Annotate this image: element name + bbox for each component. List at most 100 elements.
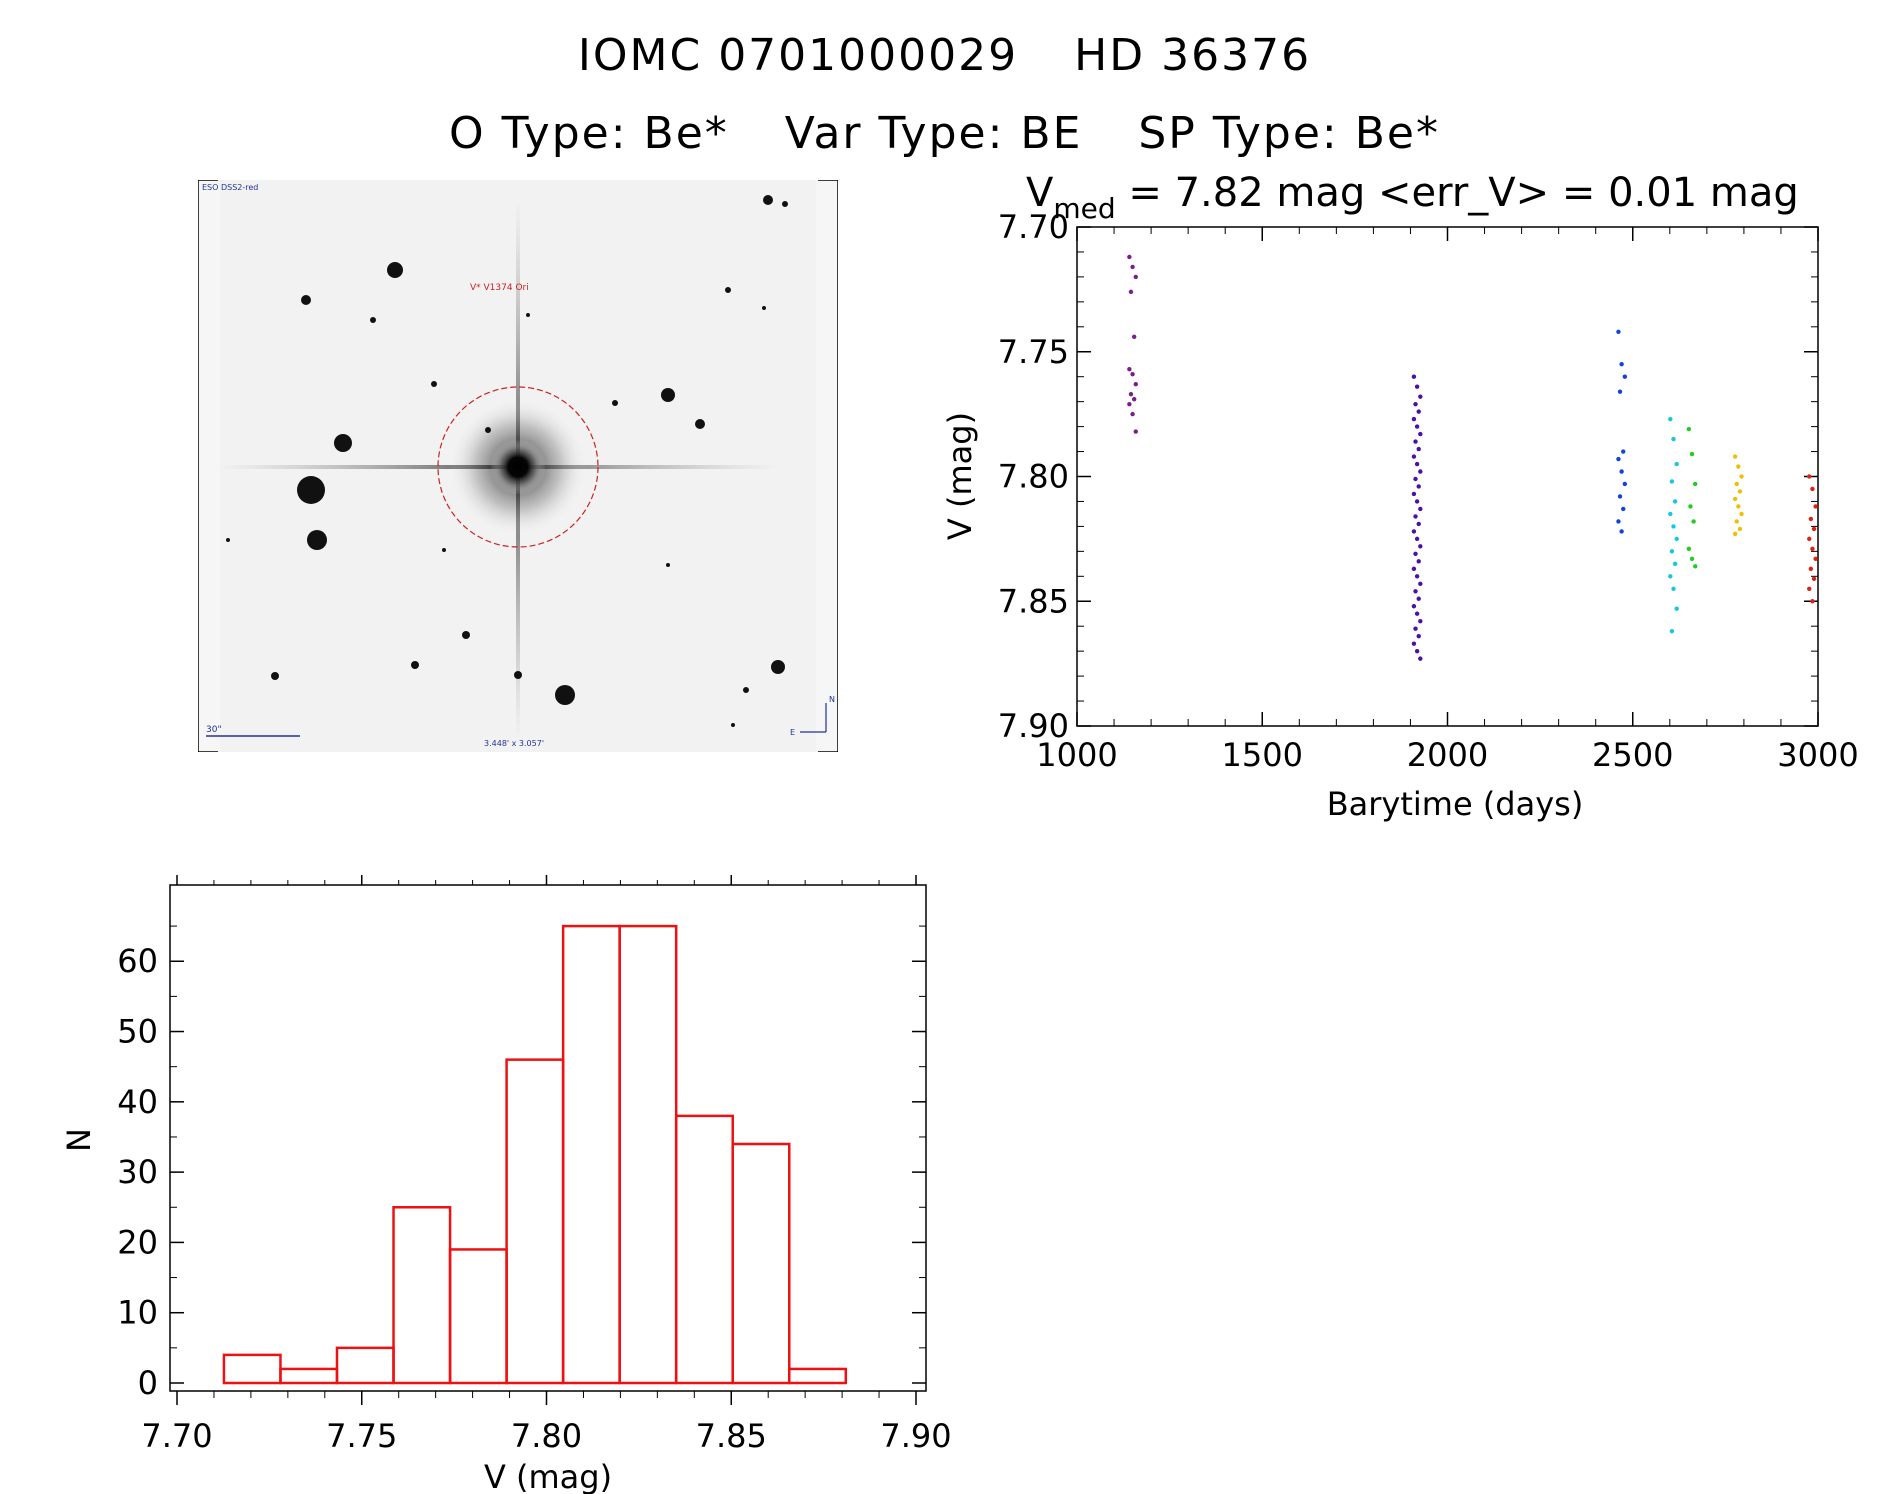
histogram-ylabel: N	[60, 1128, 98, 1152]
lightcurve-point	[1808, 566, 1814, 572]
lightcurve-point	[1411, 641, 1417, 646]
lightcurve-point	[1416, 559, 1421, 564]
lightcurve-point	[1686, 426, 1692, 432]
lightcurve-point	[1734, 519, 1739, 524]
histogram-ytick-label: 10	[117, 1294, 158, 1332]
lightcurve-point	[1411, 454, 1417, 459]
lightcurve-point	[1411, 566, 1417, 572]
lightcurve-point	[1127, 401, 1132, 407]
lightcurve-point	[1732, 531, 1738, 537]
lightcurve-point	[1693, 481, 1698, 487]
lightcurve-ylabel: V (mag)	[941, 412, 979, 540]
histogram-bar	[335, 1346, 395, 1385]
lightcurve-point	[1669, 549, 1675, 554]
lightcurve-point	[1737, 489, 1743, 494]
lightcurve-point	[1128, 289, 1134, 295]
lightcurve-point	[1686, 546, 1692, 552]
lightcurve-point	[1616, 456, 1621, 462]
histogram-xtick-label: 7.90	[880, 1417, 951, 1455]
lightcurve-point	[1418, 431, 1423, 437]
histogram-ytick-label: 30	[117, 1153, 158, 1191]
lightcurve-point	[1411, 529, 1417, 534]
lightcurve-xtick-label: 1500	[1222, 736, 1303, 774]
lightcurve-ytick-label: 7.85	[998, 582, 1069, 620]
lightcurve-point	[1619, 469, 1624, 474]
lightcurve-point	[1416, 633, 1421, 639]
lightcurve-point	[1622, 374, 1628, 379]
histogram-bar	[788, 1367, 848, 1385]
figure-title: IOMC 0701000029 HD 36376	[0, 30, 1889, 81]
lightcurve-point	[1418, 469, 1423, 474]
lightcurve-frame	[1076, 226, 1819, 727]
histogram-bar	[222, 1353, 282, 1385]
target-label: V* V1374 Ori	[470, 283, 529, 293]
lightcurve-point	[1127, 367, 1132, 372]
lightcurve-point	[1668, 574, 1673, 579]
lightcurve-point	[1669, 628, 1675, 634]
histogram-xtick-label: 7.75	[326, 1417, 397, 1455]
lightcurve-point	[1807, 536, 1812, 542]
lightcurve-point	[1130, 411, 1135, 417]
lightcurve-point	[1811, 526, 1817, 532]
lightcurve-point	[1411, 416, 1417, 422]
lightcurve-point	[1418, 656, 1423, 661]
histogram-xtick-label: 7.80	[511, 1417, 582, 1455]
lightcurve-point	[1414, 611, 1420, 616]
histogram-bar	[674, 1114, 734, 1385]
o-type: O Type: Be*	[449, 108, 729, 159]
lightcurve-point	[1672, 561, 1678, 567]
lightcurve-point	[1810, 546, 1815, 552]
lightcurve-point	[1674, 461, 1679, 467]
lightcurve-point	[1133, 429, 1138, 434]
lightcurve-point	[1411, 491, 1417, 497]
compass-e: E	[790, 728, 795, 737]
lightcurve-ytick-label: 7.90	[998, 707, 1069, 745]
histogram-bar	[279, 1367, 339, 1385]
histogram-frame	[169, 884, 927, 1392]
lightcurve-point	[1418, 394, 1423, 399]
lightcurve-point	[1413, 626, 1418, 631]
lightcurve-point	[1689, 556, 1695, 562]
lightcurve-point	[1807, 474, 1812, 479]
lightcurve-point	[1621, 506, 1626, 512]
histogram-bar	[392, 1206, 452, 1385]
histogram-ytick-label: 20	[117, 1223, 158, 1261]
lightcurve-point	[1418, 506, 1423, 512]
lightcurve-point	[1669, 479, 1675, 484]
histogram-xtick-label: 7.85	[696, 1417, 767, 1455]
lightcurve-xtick-label: 3000	[1777, 736, 1858, 774]
lightcurve-point	[1689, 451, 1695, 457]
lightcurve-point	[1739, 474, 1744, 479]
object-id: IOMC 0701000029	[577, 30, 1019, 81]
lightcurve-point	[1130, 264, 1135, 270]
lightcurve-ytick-label: 7.75	[998, 333, 1069, 371]
histogram-bar	[731, 1142, 791, 1385]
lightcurve-point	[1736, 464, 1741, 469]
lightcurve-point	[1671, 436, 1676, 442]
compass-icon	[800, 703, 827, 733]
lightcurve-point	[1413, 589, 1418, 594]
lightcurve-point	[1691, 519, 1696, 524]
lightcurve-xlabel: Barytime (days)	[1327, 785, 1584, 823]
lightcurve-point	[1616, 329, 1621, 334]
lightcurve-title: Vmed = 7.82 mag <err_V> = 0.01 mag	[1026, 170, 1799, 225]
lightcurve-point	[1131, 396, 1137, 402]
lightcurve-point	[1693, 564, 1698, 569]
lightcurve-point	[1414, 536, 1420, 542]
lightcurve-point	[1808, 516, 1814, 522]
lightcurve-point	[1617, 494, 1623, 499]
lightcurve-point	[1621, 449, 1626, 454]
histogram-bar	[618, 924, 678, 1385]
sp-type: SP Type: Be*	[1138, 108, 1440, 159]
lightcurve-point	[1130, 372, 1135, 377]
histogram-ytick-label: 60	[117, 942, 158, 980]
lightcurve-point	[1732, 496, 1738, 502]
lightcurve-point	[1736, 504, 1741, 509]
histogram-xlabel: V (mag)	[484, 1458, 612, 1494]
lightcurve-point	[1616, 519, 1621, 524]
lightcurve-ytick-label: 7.80	[998, 458, 1069, 496]
lightcurve-point	[1413, 401, 1418, 407]
lightcurve-point	[1413, 476, 1418, 482]
scale-label: 30"	[206, 725, 222, 735]
